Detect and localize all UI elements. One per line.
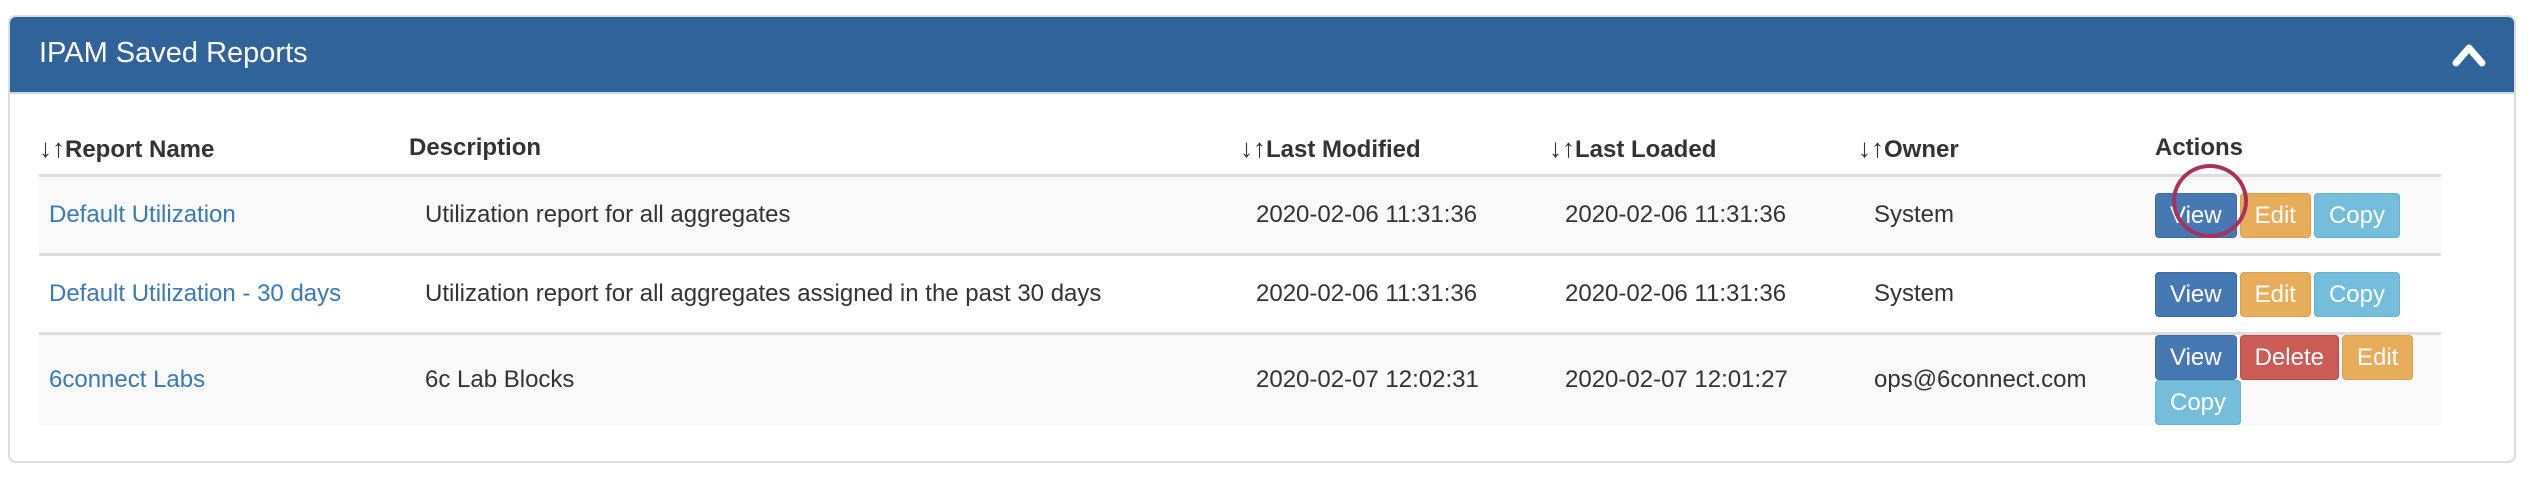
last-loaded-cell: 2020-02-06 11:31:36 xyxy=(1549,175,1858,256)
column-header-last-modified[interactable]: ↓↑Last Modified xyxy=(1240,122,1549,177)
table-row: Default Utilization Utilization report fo… xyxy=(39,175,2441,256)
last-modified-cell: 2020-02-07 12:02:31 xyxy=(1240,333,1549,425)
report-name-cell: Default Utilization - 30 days xyxy=(39,254,409,335)
actions-cell: View Edit Copy xyxy=(2155,254,2441,335)
copy-button[interactable]: Copy xyxy=(2313,271,2400,317)
last-modified-cell: 2020-02-07 12:02:31 xyxy=(1256,366,1479,393)
table-header-row: ↓↑Report Name Description ↓↑Last Modified ↓… xyxy=(39,122,2441,177)
owner-cell: System xyxy=(1858,254,2155,335)
report-name-link[interactable]: Default Utilization xyxy=(49,201,236,228)
reports-table: ↓↑Report Name Description ↓↑Last Modified ↓… xyxy=(39,122,2441,425)
saved-reports-panel: IPAM Saved Reports ↓↑Report Name Descript… xyxy=(8,15,2516,463)
last-modified-cell: 2020-02-06 11:31:36 xyxy=(1240,254,1549,335)
last-modified-cell: 2020-02-06 11:31:36 xyxy=(1256,201,1478,228)
edit-button[interactable]: Edit xyxy=(2341,335,2414,380)
description-cell: 6c Lab Blocks xyxy=(425,366,575,393)
last-modified-cell: 2020-02-06 11:31:36 xyxy=(1256,280,1478,307)
table-row: Default Utilization - 30 days Utilization… xyxy=(39,254,2441,335)
report-name-cell: 6connect Labs xyxy=(39,333,409,425)
column-header-description: Description xyxy=(409,122,1240,177)
view-button[interactable]: View xyxy=(2155,271,2237,317)
owner-cell: System xyxy=(1858,175,2155,256)
edit-button[interactable]: Edit xyxy=(2239,271,2311,317)
delete-button[interactable]: Delete xyxy=(2239,335,2339,380)
report-name-cell: Default Utilization xyxy=(39,175,409,256)
column-header-label: Last Loaded xyxy=(1575,135,1717,163)
chevron-up-icon[interactable] xyxy=(2452,39,2486,69)
description-cell: 6c Lab Blocks xyxy=(409,333,1240,425)
last-loaded-cell: 2020-02-06 11:31:36 xyxy=(1565,280,1787,307)
last-loaded-cell: 2020-02-06 11:31:36 xyxy=(1565,201,1787,228)
report-name-link[interactable]: 6connect Labs xyxy=(49,366,206,393)
view-button[interactable]: View xyxy=(2155,335,2237,380)
table-row: 6connect Labs 6c Lab Blocks 2020-02-07 12:… xyxy=(39,333,2441,425)
last-modified-cell: 2020-02-06 11:31:36 xyxy=(1240,175,1549,256)
description-cell: Utilization report for all aggregates xyxy=(409,175,1240,256)
view-button[interactable]: View xyxy=(2155,192,2237,238)
owner-cell: ops@6connect.com xyxy=(1858,333,2155,425)
column-header-actions: Actions xyxy=(2155,122,2441,177)
report-name-link[interactable]: Default Utilization - 30 days xyxy=(49,280,342,307)
column-header-label: Actions xyxy=(2155,134,2244,161)
owner-cell: System xyxy=(1874,280,1955,307)
column-header-report-name[interactable]: ↓↑Report Name xyxy=(39,122,409,177)
actions-cell: View Edit Copy xyxy=(2155,175,2441,256)
sort-icon[interactable]: ↓↑ xyxy=(1858,132,1884,163)
last-loaded-cell: 2020-02-07 12:01:27 xyxy=(1565,366,1788,393)
sort-icon[interactable]: ↓↑ xyxy=(39,132,65,163)
copy-button[interactable]: Copy xyxy=(2155,380,2242,425)
column-header-owner[interactable]: ↓↑Owner xyxy=(1858,122,2155,177)
sort-icon[interactable]: ↓↑ xyxy=(1240,132,1266,163)
copy-button[interactable]: Copy xyxy=(2313,192,2400,238)
description-cell: Utilization report for all aggregates xyxy=(425,201,791,228)
column-header-last-loaded[interactable]: ↓↑Last Loaded xyxy=(1549,122,1858,177)
description-cell: Utilization report for all aggregates as… xyxy=(409,254,1240,335)
column-header-label: Report Name xyxy=(65,135,215,163)
column-header-label: Owner xyxy=(1884,135,1959,163)
panel-title: IPAM Saved Reports xyxy=(39,37,308,69)
owner-cell: ops@6connect.com xyxy=(1874,366,2087,393)
edit-button[interactable]: Edit xyxy=(2239,192,2311,238)
last-loaded-cell: 2020-02-07 12:01:27 xyxy=(1549,333,1858,425)
description-cell: Utilization report for all aggregates as… xyxy=(425,280,1102,307)
actions-cell: View Delete Edit Copy xyxy=(2155,333,2441,425)
sort-icon[interactable]: ↓↑ xyxy=(1549,132,1575,163)
column-header-label: Description xyxy=(409,134,542,161)
last-loaded-cell: 2020-02-06 11:31:36 xyxy=(1549,254,1858,335)
panel-header: IPAM Saved Reports xyxy=(10,17,2514,94)
column-header-label: Last Modified xyxy=(1266,135,1421,163)
owner-cell: System xyxy=(1874,201,1955,228)
